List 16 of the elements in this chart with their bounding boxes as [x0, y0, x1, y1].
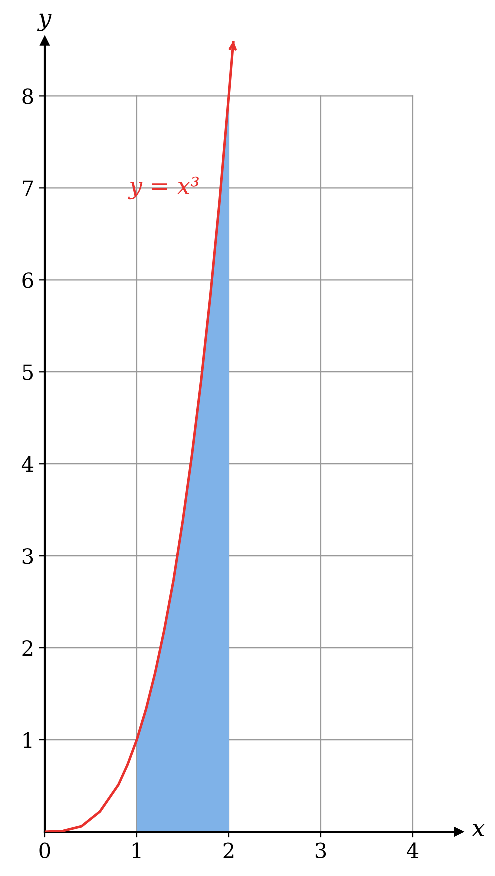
annotation: y = x³ — [128, 176, 199, 200]
x-axis-title: x — [472, 824, 485, 837]
x-tick-label: 2 — [224, 842, 234, 858]
x-tick-label: 3 — [316, 842, 326, 859]
y-tick-label: 8 — [22, 88, 34, 104]
y-tick-label: 2 — [22, 640, 33, 656]
y-tick-label: 4 — [22, 456, 34, 472]
x-tick-label: 1 — [132, 842, 141, 858]
y-tick-label: 5 — [23, 364, 33, 380]
x-tick-label: 4 — [407, 842, 419, 858]
y-tick-label: 3 — [22, 548, 34, 564]
x-tick-label: 0 — [40, 842, 50, 859]
y-axis-title: y — [37, 14, 52, 32]
y-tick-label: 7 — [23, 180, 34, 196]
y-tick-label: 6 — [22, 272, 34, 288]
y-tick-label: 1 — [24, 732, 32, 748]
